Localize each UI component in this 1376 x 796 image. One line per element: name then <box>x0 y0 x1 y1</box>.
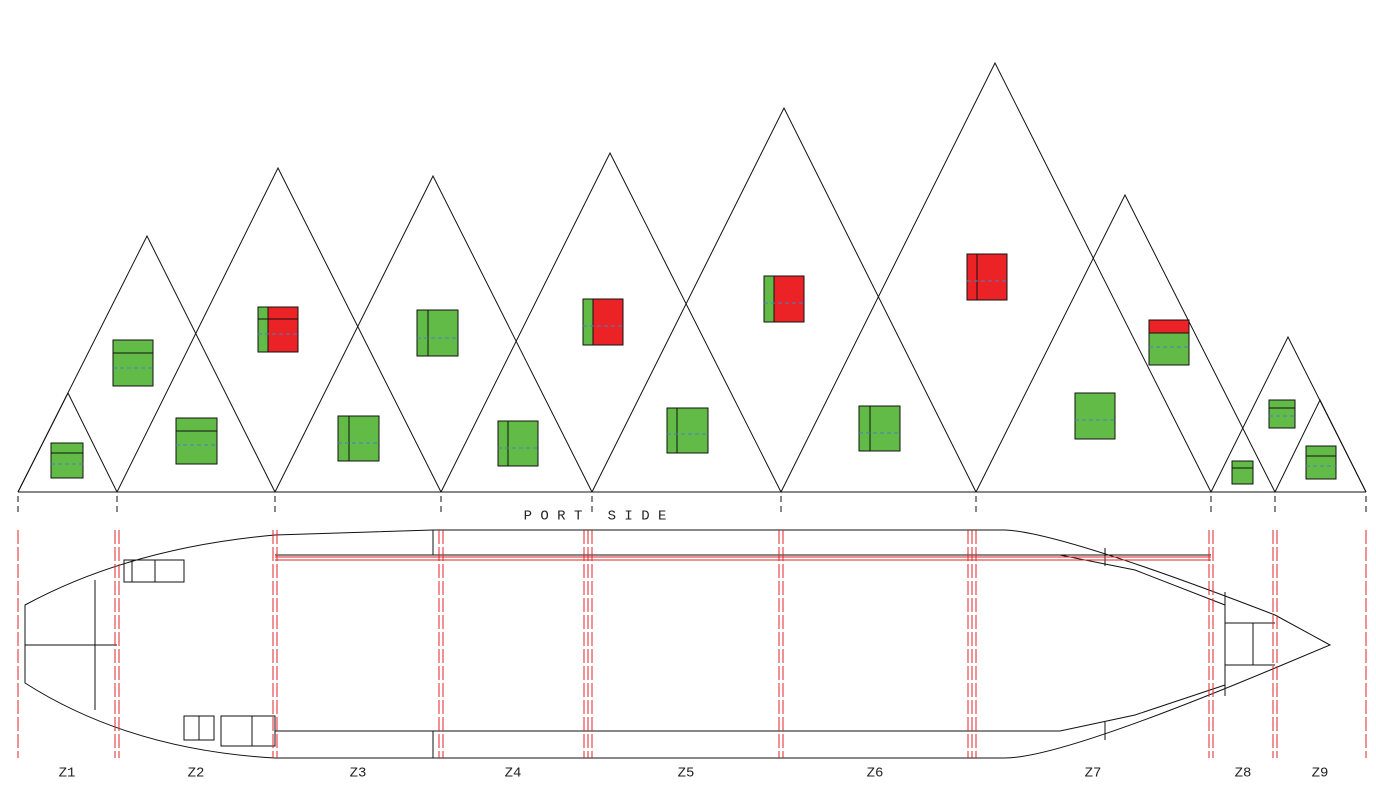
ship-hull <box>24 529 1332 759</box>
zone-labels: Z1 Z2 Z3 Z4 Z5 Z6 Z7 Z8 Z9 <box>59 766 1329 782</box>
zone-dividers <box>17 496 1367 516</box>
zone-label: Z3 <box>350 766 367 782</box>
zone-label: Z1 <box>59 766 76 782</box>
zone-label: Z8 <box>1235 766 1252 782</box>
zone-label: Z6 <box>867 766 884 782</box>
tank-indicators <box>50 253 1337 485</box>
zone-label: Z7 <box>1085 766 1102 782</box>
zone-label: Z2 <box>188 766 205 782</box>
zone-label: Z4 <box>505 766 522 782</box>
zone-label: Z9 <box>1312 766 1329 782</box>
bulkheads <box>17 530 1367 758</box>
compartment-triangles <box>17 61 1367 493</box>
side-label: P O R T S I D E <box>524 509 667 525</box>
zone-label: Z5 <box>678 766 695 782</box>
